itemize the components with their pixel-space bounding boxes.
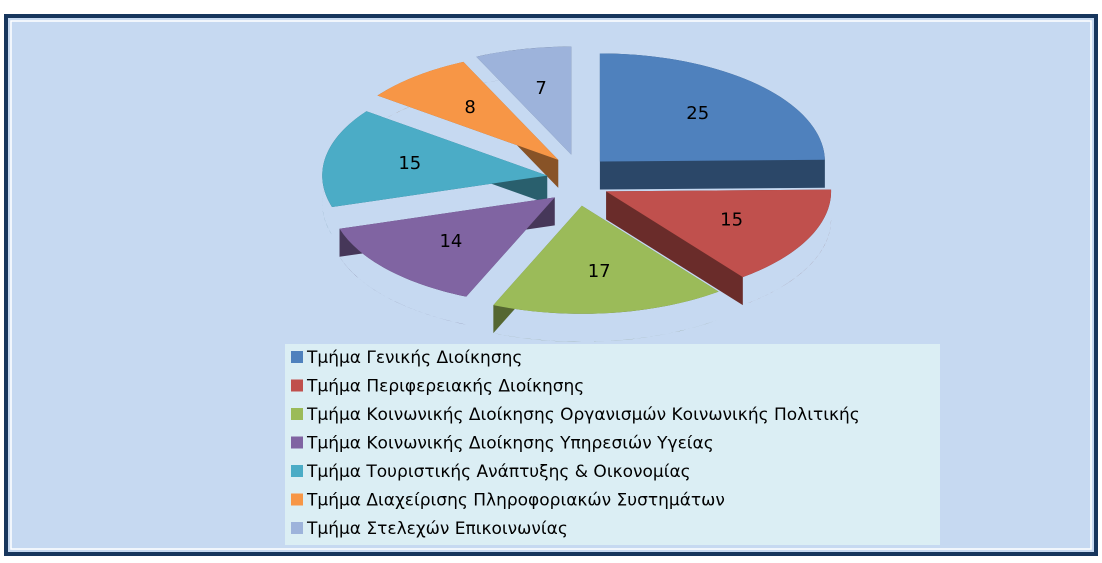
slice [476, 46, 572, 155]
legend-label: Τμήμα Γενικής Διοίκησης [306, 348, 522, 368]
data-label: 14 [439, 231, 462, 252]
legend-swatch [291, 379, 303, 392]
data-label: 17 [588, 261, 611, 282]
legend-label: Τμήμα Διαχείρισης Πληροφοριακών Συστημάτ… [306, 491, 725, 511]
data-label: 15 [720, 210, 743, 231]
legend-label: Τμήμα Κοινωνικής Διοίκησης Οργανισμών Κο… [306, 405, 860, 425]
slice [599, 53, 825, 162]
legend-box [285, 344, 940, 545]
chart-frame-inner [10, 20, 1092, 550]
legend-label: Τμήμα Τουριστικής Ανάπτυξης & Οικονομίας [306, 462, 691, 482]
legend-swatch [291, 351, 303, 363]
slice [493, 205, 719, 314]
legend-swatch [291, 522, 303, 534]
data-label: 15 [398, 153, 421, 174]
legend: Τμήμα Γενικής Διοίκησης Τμήμα Περιφερειακ… [291, 348, 860, 539]
legend-label: Τμήμα Στελεχών Επικοινωνίας [306, 519, 568, 539]
slice [322, 111, 548, 208]
legend-swatch [291, 493, 303, 506]
slice [339, 197, 555, 297]
legend-swatch [291, 465, 303, 477]
pie: 25 15 17 14 15 8 7 [322, 46, 832, 342]
legend-label: Τμήμα Κοινωνικής Διοίκησης Υπηρεσιών Υγε… [306, 434, 714, 454]
legend-swatch [291, 408, 303, 420]
data-label: 25 [686, 103, 709, 124]
legend-label: Τμήμα Περιφερειακής Διοίκησης [306, 377, 584, 397]
data-label: 8 [464, 97, 475, 118]
data-label: 7 [535, 78, 546, 99]
slice [606, 189, 832, 278]
slice [377, 61, 559, 160]
legend-swatch [291, 436, 303, 449]
